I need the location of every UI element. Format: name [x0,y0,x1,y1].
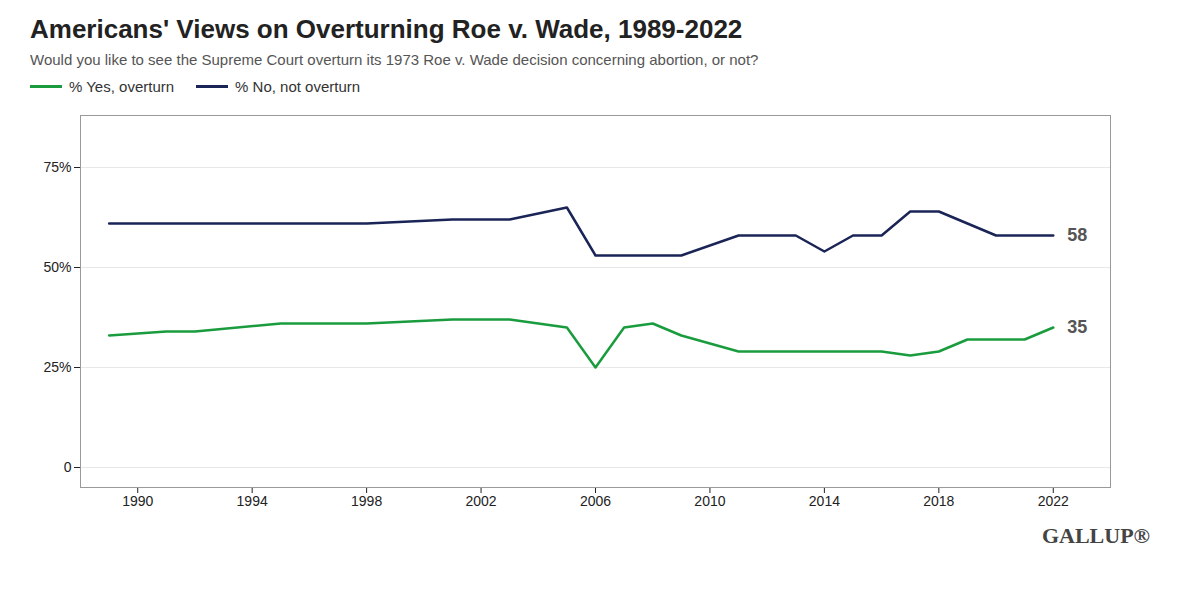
svg-text:35: 35 [1067,317,1087,337]
svg-text:25%: 25% [43,359,71,375]
svg-text:2002: 2002 [465,493,496,509]
html-text:Would you like to see the Supr: Would you like to see the Supreme Court … [30,51,759,68]
svg-text:2018: 2018 [923,493,954,509]
svg-text:2006: 2006 [580,493,611,509]
svg-text:1990: 1990 [122,493,153,509]
html-text:% Yes, overturn: % Yes, overturn [69,78,175,95]
html-text:% No, not overturn: % No, not overturn [235,78,361,95]
svg-text:58: 58 [1067,225,1087,245]
svg-text:1994: 1994 [237,493,268,509]
svg-text:2010: 2010 [694,493,725,509]
svg-text:2022: 2022 [1038,493,1069,509]
svg-text:0: 0 [64,459,72,475]
svg-text:1998: 1998 [351,493,382,509]
svg-text:2014: 2014 [809,493,840,509]
svg-text:50%: 50% [43,259,71,275]
svg-text:75%: 75% [43,159,71,175]
html-text:Americans' Views on Overturnin: Americans' Views on Overturning Roe v. W… [30,14,743,44]
html-text:GALLUP®: GALLUP® [1041,523,1150,548]
